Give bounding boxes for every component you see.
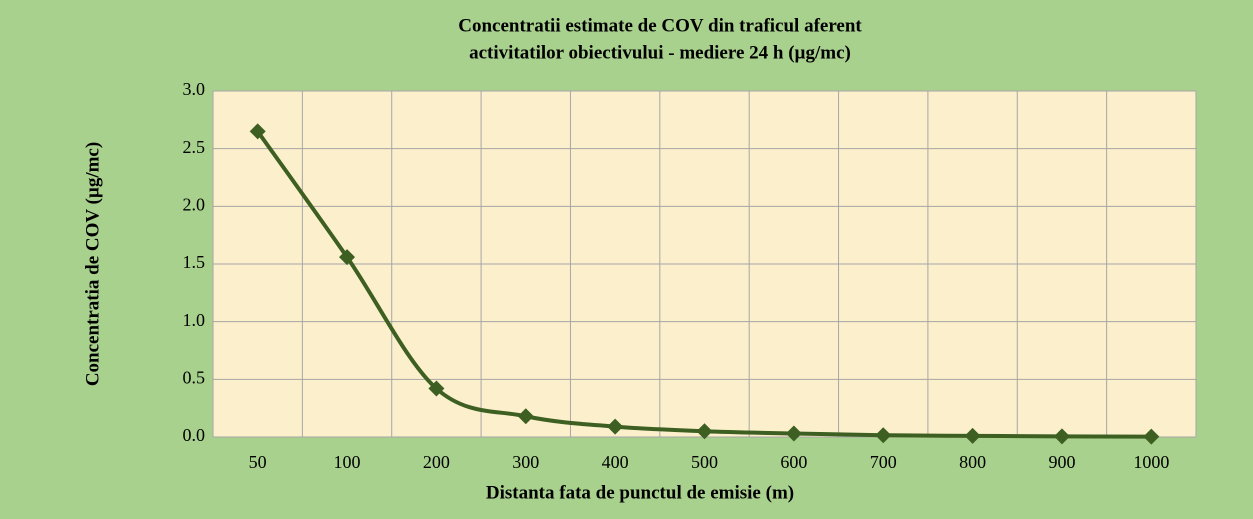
x-axis-label: Distanta fata de punctul de emisie (m) xyxy=(486,482,794,503)
data-point xyxy=(249,123,266,140)
data-point xyxy=(428,380,445,397)
data-point xyxy=(517,408,534,425)
data-point xyxy=(339,249,356,266)
x-tick-label: 500 xyxy=(691,452,718,472)
x-tick-label: 400 xyxy=(602,452,629,472)
x-tick-label: 100 xyxy=(334,452,361,472)
y-tick-label: 2.0 xyxy=(183,194,206,214)
data-point xyxy=(1053,428,1070,445)
data-point xyxy=(964,427,981,444)
y-tick-label: 3.0 xyxy=(183,79,206,99)
data-point xyxy=(1143,428,1160,445)
data-point xyxy=(785,425,802,442)
x-tick-label: 900 xyxy=(1048,452,1075,472)
x-tick-label: 600 xyxy=(780,452,807,472)
data-point xyxy=(875,427,892,444)
y-tick-label: 1.0 xyxy=(183,310,206,330)
data-point xyxy=(696,423,713,440)
x-tick-label: 200 xyxy=(423,452,450,472)
x-tick-label: 800 xyxy=(959,452,986,472)
x-tick-label: 700 xyxy=(870,452,897,472)
y-tick-label: 2.5 xyxy=(183,137,206,157)
data-point xyxy=(607,418,624,435)
y-tick-label: 0.5 xyxy=(183,367,206,387)
series-line xyxy=(256,130,1152,439)
chart-title: activitatilor obiectivului - mediere 24 … xyxy=(469,42,851,63)
y-tick-label: 0.0 xyxy=(183,425,206,445)
x-tick-label: 1000 xyxy=(1133,452,1169,472)
x-tick-label: 50 xyxy=(249,452,267,472)
chart-title: Concentratii estimate de COV din traficu… xyxy=(458,15,862,36)
y-axis-label: Concentratia de COV (µg/mc) xyxy=(82,142,103,386)
x-tick-label: 300 xyxy=(512,452,539,472)
y-tick-label: 1.5 xyxy=(183,252,206,272)
